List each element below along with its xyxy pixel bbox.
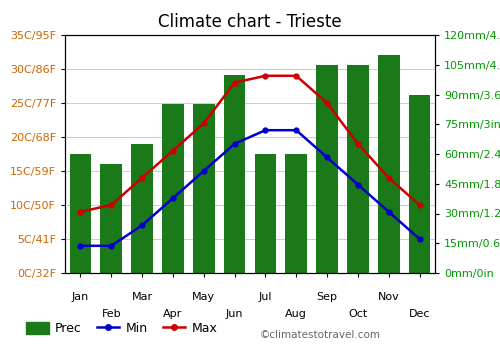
Text: Jul: Jul [258,293,272,302]
Legend: Prec, Min, Max: Prec, Min, Max [21,317,222,340]
Text: Feb: Feb [102,309,121,319]
Bar [132,144,153,273]
Text: Mar: Mar [132,293,152,302]
Text: ©climatestotravel.com: ©climatestotravel.com [260,329,381,340]
Text: May: May [192,293,216,302]
Bar [70,154,91,273]
Bar [286,154,307,273]
Bar [378,55,400,273]
Text: Aug: Aug [286,309,307,319]
Bar [254,154,276,273]
Text: Jun: Jun [226,309,244,319]
Text: Jan: Jan [72,293,89,302]
Text: Oct: Oct [348,309,368,319]
Bar [193,104,214,273]
Text: Dec: Dec [409,309,430,319]
Title: Climate chart - Trieste: Climate chart - Trieste [158,13,342,31]
Text: Apr: Apr [164,309,182,319]
Bar [316,65,338,273]
Text: Nov: Nov [378,293,400,302]
Bar [100,164,122,273]
Bar [224,75,246,273]
Bar [409,94,430,273]
Bar [347,65,368,273]
Text: Sep: Sep [316,293,338,302]
Bar [162,104,184,273]
